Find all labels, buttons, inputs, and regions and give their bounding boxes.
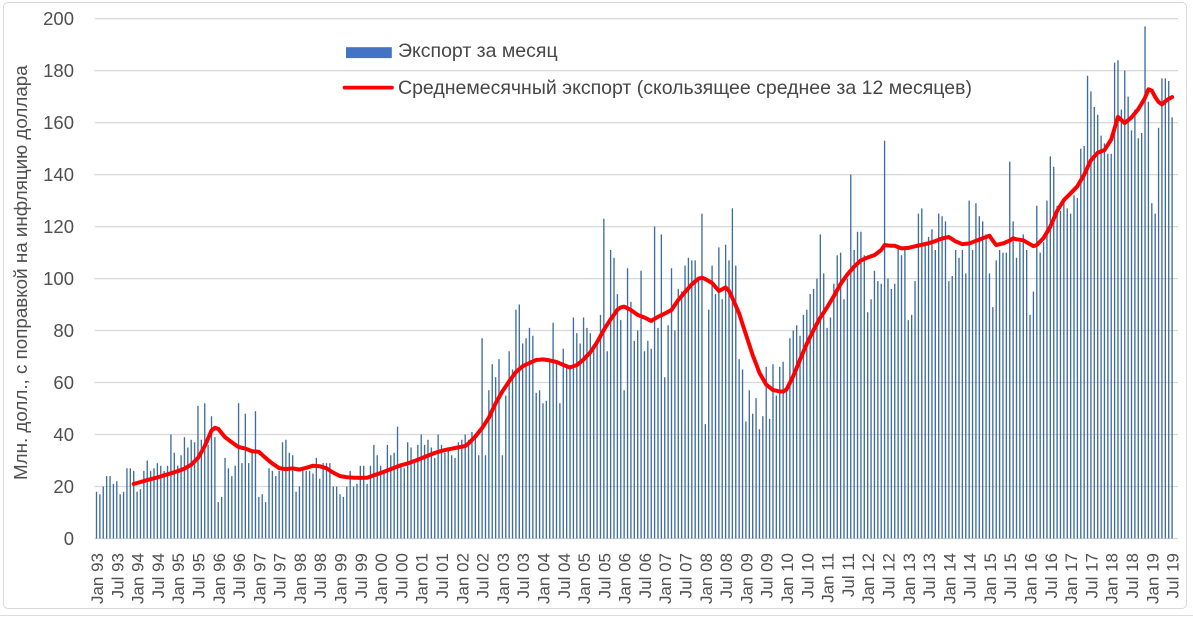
svg-text:100: 100 [43,268,74,289]
svg-text:Jul 05: Jul 05 [595,553,614,598]
svg-text:Jan 01: Jan 01 [413,553,432,604]
svg-text:Jul 13: Jul 13 [920,553,939,598]
svg-text:Jul 12: Jul 12 [880,553,899,598]
svg-text:Jul 10: Jul 10 [798,553,817,598]
svg-text:Jul 94: Jul 94 [149,553,168,598]
svg-text:Jan 97: Jan 97 [250,553,269,604]
svg-text:Jul 99: Jul 99 [352,553,371,598]
svg-text:40: 40 [53,424,74,445]
svg-text:Jan 19: Jan 19 [1143,553,1162,604]
svg-text:Jul 04: Jul 04 [555,553,574,598]
svg-text:Среднемесячный экспорт (скольз: Среднемесячный экспорт (скользящее средн… [398,77,972,99]
svg-text:Jan 17: Jan 17 [1062,553,1081,604]
svg-text:Jan 06: Jan 06 [616,553,635,604]
svg-text:Jul 18: Jul 18 [1123,553,1142,598]
svg-text:Jan 96: Jan 96 [210,553,229,604]
svg-text:Jan 03: Jan 03 [494,553,513,604]
svg-text:Jul 01: Jul 01 [433,553,452,598]
svg-text:Jan 14: Jan 14 [940,553,959,604]
svg-text:180: 180 [43,60,74,81]
svg-text:Jan 09: Jan 09 [737,553,756,604]
svg-text:Jan 13: Jan 13 [900,553,919,604]
svg-text:Jul 09: Jul 09 [758,553,777,598]
svg-text:140: 140 [43,164,74,185]
svg-text:Jan 98: Jan 98 [291,553,310,604]
svg-text:Jan 11: Jan 11 [819,553,838,603]
svg-text:Jul 14: Jul 14 [961,553,980,598]
svg-text:Jul 93: Jul 93 [108,553,127,598]
svg-text:200: 200 [43,8,74,29]
svg-text:Экспорт за месяц: Экспорт за месяц [398,40,558,62]
svg-text:Jan 00: Jan 00 [372,553,391,604]
svg-text:Jul 06: Jul 06 [636,553,655,598]
svg-text:Jul 15: Jul 15 [1001,553,1020,598]
svg-text:0: 0 [64,528,74,549]
svg-text:120: 120 [43,216,74,237]
svg-text:Jan 07: Jan 07 [656,553,675,604]
svg-text:Jan 04: Jan 04 [535,553,554,604]
svg-text:Jul 08: Jul 08 [717,553,736,598]
svg-text:160: 160 [43,112,74,133]
svg-text:Jul 11: Jul 11 [839,553,858,597]
svg-text:Jan 15: Jan 15 [981,553,1000,604]
svg-text:Млн. долл., с поправкой на инф: Млн. долл., с поправкой на инфляцию долл… [10,65,31,480]
svg-text:Jan 99: Jan 99 [332,553,351,604]
svg-text:Jul 16: Jul 16 [1042,553,1061,598]
svg-text:80: 80 [53,320,74,341]
svg-text:Jul 19: Jul 19 [1164,553,1183,598]
svg-text:Jan 94: Jan 94 [129,553,148,604]
svg-text:Jan 16: Jan 16 [1022,553,1041,604]
svg-text:Jan 10: Jan 10 [778,553,797,604]
svg-text:Jul 17: Jul 17 [1082,553,1101,598]
svg-text:Jan 02: Jan 02 [453,553,472,604]
svg-text:Jul 07: Jul 07 [677,553,696,598]
svg-text:Jul 00: Jul 00 [392,553,411,598]
svg-text:Jan 12: Jan 12 [859,553,878,604]
svg-text:Jan 18: Jan 18 [1103,553,1122,604]
svg-text:Jul 97: Jul 97 [271,553,290,598]
svg-text:Jan 05: Jan 05 [575,553,594,604]
svg-text:Jul 98: Jul 98 [311,553,330,598]
svg-text:20: 20 [53,476,74,497]
svg-text:Jan 95: Jan 95 [169,553,188,604]
svg-text:Jul 95: Jul 95 [190,553,209,598]
svg-text:Jul 02: Jul 02 [474,553,493,598]
svg-text:Jul 03: Jul 03 [514,553,533,598]
svg-text:Jan 08: Jan 08 [697,553,716,604]
svg-text:Jan 93: Jan 93 [88,553,107,604]
svg-text:60: 60 [53,372,74,393]
svg-text:Jul 96: Jul 96 [230,553,249,598]
